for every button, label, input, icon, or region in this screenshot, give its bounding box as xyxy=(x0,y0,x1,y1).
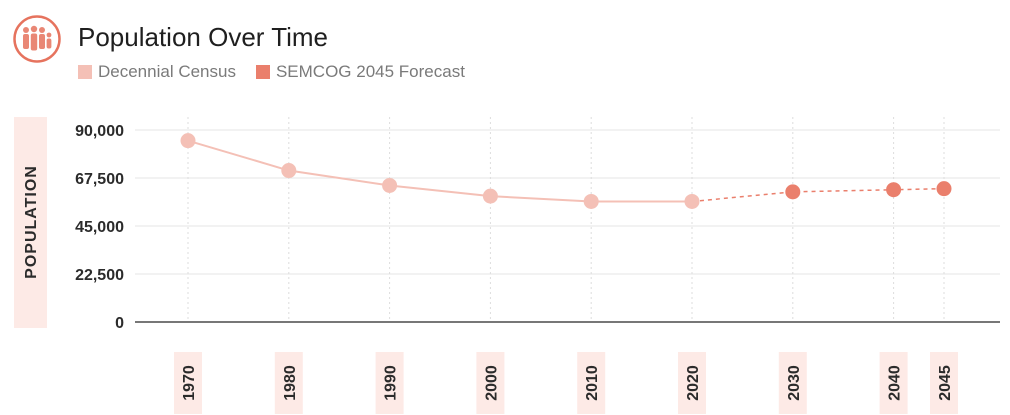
series-line-census xyxy=(187,139,692,203)
x-tick-label: 2020 xyxy=(685,365,702,401)
y-tick-label: 67,500 xyxy=(75,171,124,188)
series-lines xyxy=(187,139,945,203)
series-points xyxy=(180,133,952,209)
x-tick-label-background xyxy=(577,352,606,414)
x-tick-label: 1980 xyxy=(282,365,299,401)
x-tick-label: 1990 xyxy=(383,365,400,401)
x-tick-label: 1970 xyxy=(181,365,198,401)
data-point-census[interactable] xyxy=(281,163,297,179)
grid-lines xyxy=(135,117,1000,322)
x-axis-ticks: 1970 1980 1990 2000 2010 2020 2030 2040 2045 xyxy=(174,352,958,414)
y-tick-label: 0 xyxy=(115,315,124,332)
x-tick-label-background xyxy=(274,352,303,414)
x-tick-label-background xyxy=(476,352,505,414)
x-tick-label: 2030 xyxy=(786,365,803,401)
y-tick-label: 45,000 xyxy=(75,219,124,236)
x-tick-label: 2045 xyxy=(937,365,954,401)
x-tick-label: 2040 xyxy=(887,365,904,401)
x-tick-label-background xyxy=(879,352,908,414)
x-tick-label: 2000 xyxy=(483,365,500,401)
data-point-census[interactable] xyxy=(684,193,700,209)
data-point-census[interactable] xyxy=(382,177,398,193)
data-point-forecast[interactable] xyxy=(785,184,801,200)
x-tick-label-background xyxy=(930,352,958,414)
data-point-census[interactable] xyxy=(583,193,599,209)
legend-item-census: Decennial Census xyxy=(78,62,236,82)
data-point-census[interactable] xyxy=(180,133,196,149)
legend-label-forecast: SEMCOG 2045 Forecast xyxy=(275,62,465,81)
legend-swatch-census xyxy=(78,65,92,79)
y-tick-label: 90,000 xyxy=(75,123,124,140)
x-tick-label-background xyxy=(778,352,807,414)
x-tick-label-background xyxy=(174,352,202,414)
series-line-forecast xyxy=(691,187,945,203)
y-axis-label-group: POPULATION xyxy=(14,117,47,328)
x-tick-label-background xyxy=(375,352,404,414)
x-tick-label-background xyxy=(678,352,706,414)
y-axis-label: POPULATION xyxy=(23,165,40,279)
data-point-forecast[interactable] xyxy=(886,182,902,198)
y-axis-label-background xyxy=(14,117,47,328)
data-point-forecast[interactable] xyxy=(936,181,952,197)
legend-item-forecast: SEMCOG 2045 Forecast xyxy=(255,62,465,82)
legend-swatch-forecast xyxy=(255,65,270,79)
chart-title: Population Over Time xyxy=(78,22,329,52)
chart-legend: Decennial Census SEMCOG 2045 Forecast xyxy=(78,62,485,82)
x-tick-label: 2010 xyxy=(584,365,601,401)
people-group-icon xyxy=(13,15,61,63)
y-tick-label: 22,500 xyxy=(75,267,124,284)
data-point-census[interactable] xyxy=(482,188,498,204)
chart-header: Population Over Time Decennial Census SE… xyxy=(12,14,712,84)
legend-label-census: Decennial Census xyxy=(98,62,236,81)
y-axis-ticks: 0 22,500 45,000 67,500 90,000 xyxy=(75,123,124,332)
